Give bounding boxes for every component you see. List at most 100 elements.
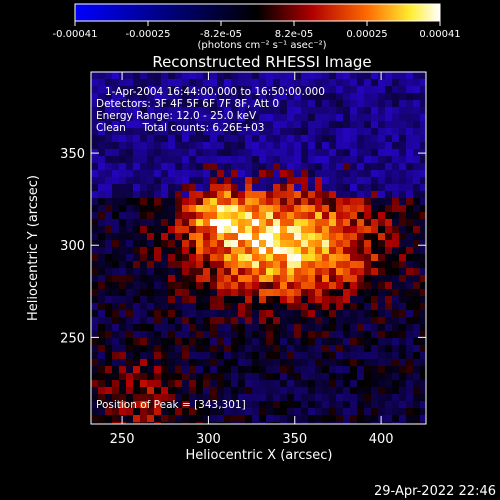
heatmap-cell — [147, 296, 154, 303]
heatmap-cell — [315, 114, 322, 121]
heatmap-cell — [168, 261, 175, 268]
heatmap-cell — [140, 268, 147, 275]
heatmap-cell — [168, 163, 175, 170]
heatmap-cell — [280, 93, 287, 100]
heatmap-cell — [140, 366, 147, 373]
heatmap-cell — [301, 282, 308, 289]
heatmap-cell — [280, 415, 287, 422]
heatmap-cell — [420, 380, 426, 387]
heatmap-cell — [133, 422, 140, 424]
heatmap-cell — [168, 268, 175, 275]
heatmap-cell — [133, 338, 140, 345]
heatmap-cell — [175, 226, 182, 233]
heatmap-cell — [287, 387, 294, 394]
heatmap-cell — [364, 219, 371, 226]
heatmap-cell — [182, 212, 189, 219]
heatmap-cell — [147, 233, 154, 240]
heatmap-cell — [259, 268, 266, 275]
heatmap-cell — [161, 247, 168, 254]
heatmap-cell — [140, 324, 147, 331]
heatmap-cell — [259, 373, 266, 380]
heatmap-cell — [238, 317, 245, 324]
heatmap-cell — [259, 401, 266, 408]
heatmap-cell — [357, 254, 364, 261]
heatmap-cell — [98, 100, 105, 107]
heatmap-cell — [196, 93, 203, 100]
heatmap-cell — [147, 191, 154, 198]
heatmap-cell — [406, 100, 413, 107]
heatmap-cell — [91, 156, 98, 163]
heatmap-cell — [105, 184, 112, 191]
heatmap-cell — [98, 310, 105, 317]
heatmap-cell — [224, 352, 231, 359]
heatmap-cell — [371, 100, 378, 107]
heatmap-cell — [98, 317, 105, 324]
colorbar — [74, 3, 441, 22]
heatmap-cell — [203, 156, 210, 163]
heatmap-cell — [308, 380, 315, 387]
heatmap-cell — [350, 114, 357, 121]
heatmap-cell — [371, 373, 378, 380]
heatmap-cell — [217, 303, 224, 310]
heatmap-cell — [315, 366, 322, 373]
heatmap-cell — [231, 275, 238, 282]
heatmap-cell — [364, 303, 371, 310]
heatmap-cell — [238, 121, 245, 128]
heatmap-cell — [385, 296, 392, 303]
heatmap-cell — [189, 86, 196, 93]
heatmap-cell — [126, 79, 133, 86]
heatmap-cell — [329, 205, 336, 212]
heatmap-cell — [392, 352, 399, 359]
heatmap-cell — [280, 135, 287, 142]
heatmap-cell — [385, 408, 392, 415]
heatmap-cell — [175, 142, 182, 149]
heatmap-cell — [238, 387, 245, 394]
heatmap-cell — [273, 107, 280, 114]
heatmap-cell — [315, 310, 322, 317]
heatmap-cell — [217, 93, 224, 100]
heatmap-cell — [266, 254, 273, 261]
heatmap-cell — [280, 401, 287, 408]
heatmap-cell — [161, 121, 168, 128]
heatmap-cell — [357, 289, 364, 296]
heatmap-cell — [371, 310, 378, 317]
heatmap-cell — [266, 128, 273, 135]
heatmap-cell — [133, 345, 140, 352]
heatmap-cell — [287, 219, 294, 226]
heatmap-cell — [224, 79, 231, 86]
heatmap-cell — [280, 198, 287, 205]
heatmap-cell — [336, 387, 343, 394]
heatmap-cell — [126, 135, 133, 142]
heatmap-cell — [329, 184, 336, 191]
heatmap-cell — [98, 226, 105, 233]
heatmap-cell — [406, 226, 413, 233]
heatmap-cell — [168, 310, 175, 317]
heatmap-cell — [259, 324, 266, 331]
heatmap-cell — [357, 72, 364, 79]
heatmap-cell — [161, 114, 168, 121]
heatmap-cell — [392, 107, 399, 114]
heatmap-cell — [238, 114, 245, 121]
heatmap-cell — [357, 373, 364, 380]
heatmap-cell — [210, 373, 217, 380]
heatmap-cell — [105, 422, 112, 424]
heatmap-cell — [315, 352, 322, 359]
heatmap-cell — [112, 366, 119, 373]
heatmap-cell — [308, 86, 315, 93]
heatmap-cell — [378, 282, 385, 289]
heatmap-cell — [210, 107, 217, 114]
heatmap-cell — [140, 352, 147, 359]
heatmap-cell — [147, 121, 154, 128]
heatmap-cell — [119, 345, 126, 352]
heatmap-cell — [126, 93, 133, 100]
heatmap-cell — [350, 366, 357, 373]
heatmap-cell — [336, 359, 343, 366]
heatmap-cell — [203, 205, 210, 212]
heatmap-cell — [98, 338, 105, 345]
heatmap-cell — [105, 114, 112, 121]
heatmap-cell — [217, 114, 224, 121]
heatmap-cell — [273, 163, 280, 170]
heatmap-cell — [182, 100, 189, 107]
heatmap-cell — [371, 219, 378, 226]
heatmap-cell — [399, 114, 406, 121]
